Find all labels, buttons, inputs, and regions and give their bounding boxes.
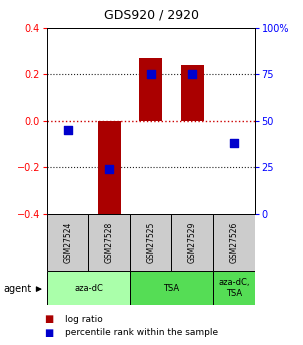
Point	[107, 166, 112, 172]
Text: ■: ■	[44, 314, 53, 324]
Bar	[213, 271, 255, 305]
Bar	[213, 214, 255, 271]
Text: agent: agent	[3, 284, 31, 294]
Text: aza-dC: aza-dC	[74, 284, 103, 293]
Bar	[47, 271, 130, 305]
Bar	[171, 214, 213, 271]
Text: GSM27526: GSM27526	[229, 222, 238, 263]
Bar	[130, 214, 171, 271]
Text: log ratio: log ratio	[65, 315, 103, 324]
Point	[65, 127, 70, 133]
Text: GSM27528: GSM27528	[105, 222, 114, 263]
Point	[190, 71, 195, 77]
Bar	[181, 65, 204, 121]
Text: GSM27525: GSM27525	[146, 222, 155, 263]
Text: GSM27529: GSM27529	[188, 222, 197, 263]
Point	[148, 71, 153, 77]
Text: ■: ■	[44, 328, 53, 338]
Point	[231, 140, 236, 146]
Bar	[98, 121, 121, 223]
Bar	[139, 58, 162, 121]
Bar	[47, 214, 88, 271]
Text: percentile rank within the sample: percentile rank within the sample	[65, 328, 218, 337]
Text: GSM27524: GSM27524	[63, 222, 72, 263]
Bar	[88, 214, 130, 271]
Bar	[130, 271, 213, 305]
Text: GDS920 / 2920: GDS920 / 2920	[104, 9, 199, 22]
Text: aza-dC,
TSA: aza-dC, TSA	[218, 278, 249, 298]
Text: TSA: TSA	[163, 284, 180, 293]
